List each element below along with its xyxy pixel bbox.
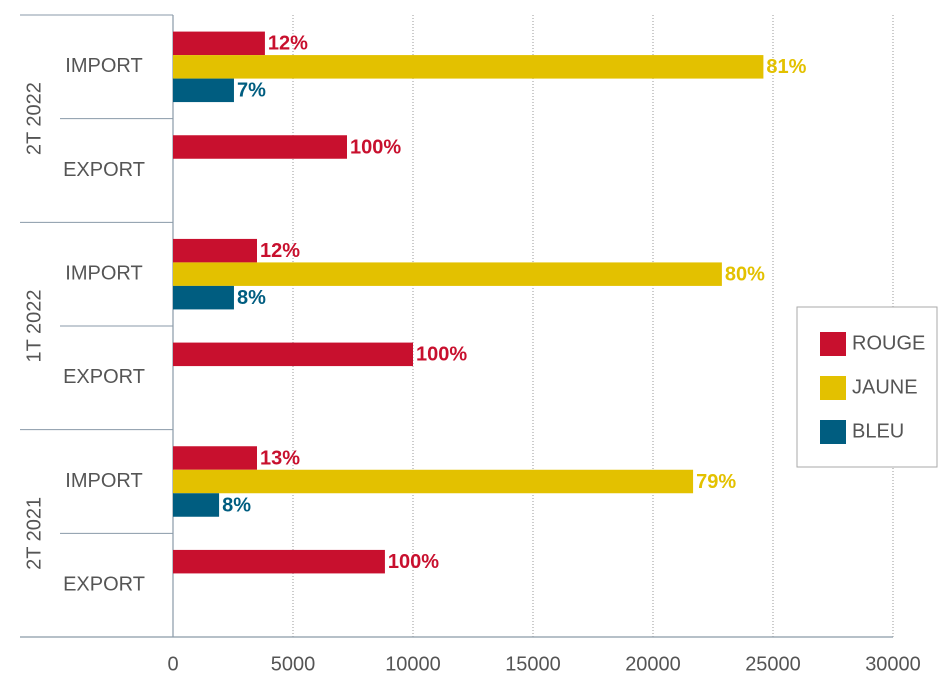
- value-label: 12%: [268, 33, 308, 55]
- category-label: IMPORT: [65, 55, 142, 77]
- value-label: 12%: [260, 240, 300, 262]
- category-label: IMPORT: [65, 262, 142, 284]
- bar: [173, 135, 347, 159]
- value-label: 100%: [350, 136, 401, 158]
- bar: [173, 446, 257, 470]
- bar: [173, 262, 722, 286]
- category-label: EXPORT: [63, 366, 145, 388]
- category-label: EXPORT: [63, 159, 145, 181]
- value-label: 7%: [237, 80, 266, 102]
- bar: [173, 31, 265, 56]
- bar: [173, 342, 413, 367]
- x-tick-label: 20000: [625, 653, 681, 675]
- value-label: 100%: [416, 344, 467, 366]
- bar: [173, 469, 694, 494]
- bar: [173, 493, 220, 517]
- group-label: 2T 2022: [23, 82, 45, 155]
- group-label: 2T 2021: [23, 497, 45, 570]
- x-tick-label: 25000: [745, 653, 801, 675]
- bar: [173, 78, 234, 103]
- value-label: 8%: [222, 494, 251, 516]
- value-label: 100%: [388, 551, 439, 573]
- bar: [173, 238, 257, 263]
- bar: [173, 285, 234, 310]
- category-label: EXPORT: [63, 573, 145, 595]
- group-label: 1T 2022: [23, 289, 45, 362]
- value-label: 13%: [260, 447, 300, 469]
- category-label: IMPORT: [65, 470, 142, 492]
- x-tick-label: 5000: [271, 653, 316, 675]
- legend-label: JAUNE: [852, 376, 918, 398]
- bar: [173, 55, 764, 79]
- legend-swatch: [820, 376, 846, 400]
- legend-swatch: [820, 332, 846, 356]
- x-tick-label: 30000: [865, 653, 921, 675]
- value-label: 80%: [725, 263, 765, 285]
- bar: [173, 549, 385, 574]
- legend-label: BLEU: [852, 420, 904, 442]
- x-tick-label: 15000: [505, 653, 561, 675]
- x-tick-label: 0: [167, 653, 178, 675]
- x-tick-label: 10000: [385, 653, 441, 675]
- legend-label: ROUGE: [852, 332, 925, 354]
- legend-swatch: [820, 420, 846, 444]
- value-label: 8%: [237, 287, 266, 309]
- value-label: 79%: [696, 471, 736, 493]
- value-label: 81%: [766, 56, 806, 78]
